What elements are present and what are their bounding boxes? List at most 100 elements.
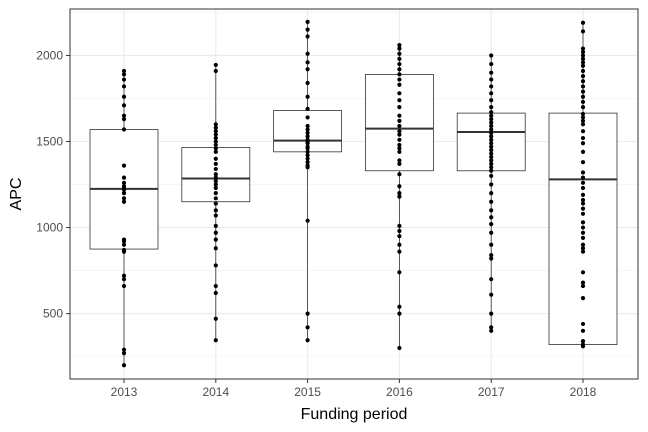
data-point-2017 — [489, 77, 494, 82]
data-point-2014 — [213, 166, 218, 172]
data-point-2014 — [213, 161, 218, 166]
data-point-2014 — [213, 68, 218, 74]
data-point-2014 — [213, 146, 218, 151]
data-point-2016 — [397, 146, 402, 151]
data-point-2014 — [213, 191, 218, 196]
data-point-2015 — [305, 141, 310, 146]
data-point-2017 — [489, 144, 494, 149]
data-point-2014 — [213, 230, 218, 235]
y-tick-label: 1500 — [36, 135, 63, 149]
data-point-2017 — [489, 123, 494, 129]
data-point-2018 — [580, 296, 586, 301]
data-point-2014 — [213, 149, 218, 154]
data-point-2013 — [121, 84, 127, 89]
data-point-2017 — [489, 130, 494, 136]
data-point-2018 — [580, 160, 586, 165]
data-point-2016 — [397, 98, 402, 103]
data-point-2016 — [397, 161, 402, 166]
axis-layer: 500 1000 1500 2000 2013 2014 2015 2016 2017 2018 — [36, 48, 596, 399]
data-point-2017 — [489, 325, 494, 330]
data-point-2016 — [397, 184, 402, 189]
data-point-2016 — [397, 77, 402, 82]
data-point-2018 — [580, 46, 586, 51]
data-point-2014 — [213, 62, 218, 68]
data-point-2016 — [397, 118, 402, 123]
data-point-2017 — [489, 328, 494, 333]
data-point-2016 — [397, 234, 402, 239]
data-point-2018 — [580, 211, 586, 216]
data-point-2016 — [397, 191, 402, 196]
data-point-2014 — [213, 208, 218, 213]
data-point-2017 — [489, 110, 494, 115]
data-point-2014 — [213, 196, 218, 201]
data-point-2014 — [213, 142, 218, 148]
data-point-2013 — [121, 103, 127, 108]
data-point-2017 — [489, 165, 494, 170]
data-point-2014 — [213, 237, 218, 242]
data-point-2015 — [305, 130, 310, 136]
data-point-2016 — [397, 132, 402, 137]
data-point-2017 — [489, 98, 494, 103]
data-point-2018 — [580, 249, 586, 254]
data-point-2016 — [397, 223, 402, 228]
data-point-2018 — [580, 225, 586, 230]
data-point-2018 — [580, 94, 586, 99]
data-point-2014 — [213, 201, 218, 206]
data-point-2017 — [489, 148, 494, 153]
data-point-2013 — [121, 113, 127, 118]
data-point-2014 — [213, 178, 218, 184]
data-point-2017 — [489, 117, 494, 122]
data-point-2018 — [580, 129, 586, 134]
data-point-2015 — [305, 123, 310, 129]
data-point-2017 — [489, 222, 494, 227]
data-point-2013 — [121, 199, 127, 204]
data-point-2013 — [121, 347, 127, 352]
data-point-2017 — [489, 215, 494, 220]
data-point-2018 — [580, 63, 586, 68]
data-point-2015 — [305, 94, 310, 99]
data-point-2013 — [121, 351, 127, 356]
panel-border — [69, 8, 639, 380]
data-point-2018 — [580, 344, 586, 349]
x-tick-label: 2018 — [570, 385, 597, 399]
data-point-2013 — [121, 239, 127, 244]
data-point-2016 — [397, 158, 402, 163]
data-point-2017 — [489, 158, 494, 163]
data-point-2016 — [397, 43, 402, 48]
data-point-2018 — [580, 280, 586, 285]
data-point-2015 — [305, 51, 310, 56]
data-point-2015 — [305, 160, 310, 165]
x-axis-title: Funding period — [301, 406, 408, 423]
data-point-2013 — [121, 277, 127, 282]
data-point-2016 — [397, 129, 402, 134]
data-point-2014 — [213, 125, 218, 130]
data-point-2018 — [580, 84, 586, 89]
data-point-2017 — [489, 141, 494, 146]
data-point-2017 — [489, 53, 494, 58]
data-point-2016 — [397, 142, 402, 148]
data-point-2014 — [213, 338, 218, 343]
data-point-2016 — [397, 67, 402, 72]
data-point-2018 — [580, 53, 586, 58]
y-tick-label: 1000 — [36, 221, 63, 235]
data-point-2017 — [489, 191, 494, 196]
data-point-2018 — [580, 283, 586, 289]
data-point-2018 — [580, 149, 586, 154]
data-point-2013 — [121, 196, 127, 201]
data-point-2015 — [305, 127, 310, 132]
data-point-2017 — [489, 137, 494, 142]
data-point-2015 — [305, 338, 310, 343]
data-point-2017 — [489, 91, 494, 96]
data-point-2018 — [580, 206, 586, 211]
data-point-2017 — [489, 256, 494, 261]
data-point-2014 — [213, 156, 218, 161]
data-point-2016 — [397, 137, 402, 142]
data-point-2015 — [305, 325, 310, 330]
data-point-2014 — [213, 316, 218, 321]
data-point-2017 — [489, 208, 494, 213]
data-point-2015 — [305, 149, 310, 154]
data-point-2017 — [489, 113, 494, 118]
data-point-2017 — [489, 311, 494, 316]
data-point-2013 — [121, 175, 127, 180]
data-point-2018 — [580, 141, 586, 146]
